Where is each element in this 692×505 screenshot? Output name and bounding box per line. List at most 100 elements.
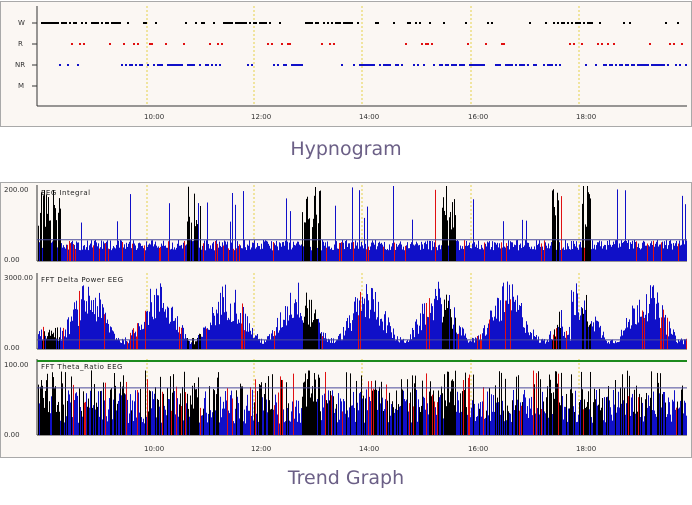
- trend-bar: [486, 246, 487, 261]
- trend-bar: [368, 381, 369, 435]
- trend-bar: [635, 413, 636, 435]
- trend-bar: [646, 392, 647, 435]
- trend-bar: [297, 421, 298, 435]
- trend-bar: [479, 408, 480, 435]
- hypno-epoch-mark: [401, 64, 403, 66]
- trend-bar: [459, 412, 460, 435]
- trend-bar: [673, 243, 674, 261]
- trend-bar: [604, 337, 605, 349]
- trend-bar: [492, 241, 493, 261]
- trend-bar: [152, 391, 153, 435]
- trend-bar: [418, 399, 419, 435]
- trend-bar: [578, 312, 579, 349]
- trend-bar: [518, 375, 519, 435]
- trend-bar: [179, 245, 180, 261]
- trend-bar: [199, 422, 200, 435]
- hypno-epoch-mark: [165, 43, 167, 45]
- trend-bar: [463, 328, 464, 349]
- trend-bar: [437, 250, 438, 261]
- trend-bar: [532, 415, 533, 435]
- trend-bar: [275, 394, 276, 435]
- trend-bar: [367, 410, 368, 435]
- hypno-epoch-mark: [607, 43, 609, 45]
- trend-bar: [63, 245, 64, 261]
- trend-bar: [179, 326, 180, 349]
- hypno-epoch-mark: [499, 64, 501, 66]
- hypno-epoch-mark: [221, 43, 223, 45]
- trend-bar: [310, 397, 311, 435]
- trend-bar: [60, 208, 61, 261]
- trend-bar: [488, 415, 489, 435]
- trend-bar: [102, 248, 103, 261]
- trend-bar: [62, 247, 63, 261]
- trend-bar: [455, 215, 456, 261]
- trend-bar: [524, 389, 525, 435]
- trend-bar: [334, 343, 335, 349]
- trend-bar: [259, 338, 260, 349]
- trend3-title: FFT Theta_Ratio EEG: [41, 363, 123, 371]
- trend-bar: [48, 197, 49, 261]
- trend-graph-caption: Trend Graph: [287, 467, 405, 489]
- trend-bar: [648, 395, 649, 435]
- trend-bar: [583, 313, 584, 349]
- trend-bar: [429, 240, 430, 261]
- trend-bar: [313, 320, 314, 349]
- trend-bar: [641, 316, 642, 349]
- trend-bar: [40, 386, 41, 435]
- trend-bar: [100, 247, 101, 261]
- hypnogram-panel: W R NR M 10:00 12:00 14:00 16:00 18:00: [0, 1, 692, 127]
- trend-bar: [636, 241, 637, 261]
- trend-bar: [654, 297, 655, 349]
- trend-bar: [239, 244, 240, 261]
- trend-bar: [524, 327, 525, 349]
- trend-bar: [42, 247, 43, 261]
- trend-bar: [219, 422, 220, 435]
- hypno-epoch-mark: [277, 64, 279, 66]
- trend-bar: [321, 420, 322, 435]
- trend-bar: [154, 393, 155, 435]
- trend-bar: [485, 417, 486, 435]
- trend-bar: [363, 303, 364, 349]
- trend-bar: [57, 247, 58, 261]
- trend-bar: [412, 219, 413, 261]
- trend-bar: [269, 334, 270, 349]
- trend-bar: [111, 327, 112, 349]
- trend-bar: [466, 240, 467, 261]
- trend-bar: [561, 196, 562, 261]
- hypno-epoch-mark: [215, 64, 217, 66]
- trend-bar: [170, 321, 171, 349]
- trend-bar: [159, 311, 160, 349]
- trend-bar: [491, 247, 492, 261]
- trend-bar: [635, 241, 636, 261]
- hypno-epoch-mark: [455, 64, 457, 66]
- trend-bar: [182, 386, 183, 435]
- trend-bar: [630, 242, 631, 261]
- trend-bar: [212, 412, 213, 435]
- hypno-epoch-mark: [143, 22, 145, 24]
- trend-bar: [286, 382, 287, 435]
- trend-bar: [391, 404, 392, 435]
- trend-bar: [377, 246, 378, 261]
- trend-bar: [198, 334, 199, 349]
- hypno-epoch-mark: [133, 43, 135, 45]
- trend-bar: [341, 242, 342, 261]
- trend-bar: [252, 389, 253, 435]
- trend-bar: [125, 394, 126, 435]
- trend-bar: [535, 249, 536, 261]
- trend-bar: [398, 245, 399, 261]
- hypno-epoch-mark: [579, 22, 581, 24]
- trend-bar: [450, 211, 451, 261]
- trend-bar: [650, 285, 651, 349]
- trend-bar: [137, 248, 138, 261]
- trend-bar: [629, 319, 630, 349]
- trend-bar: [359, 300, 360, 349]
- trend-bar: [670, 328, 671, 349]
- trend-bar: [107, 421, 108, 435]
- trend-bar: [217, 243, 218, 261]
- hypno-epoch-mark: [351, 22, 353, 24]
- trend-bar: [220, 245, 221, 261]
- trend-bar: [288, 320, 289, 349]
- trend-bar: [41, 329, 42, 349]
- trend-bar: [469, 374, 470, 435]
- trend-bar: [508, 411, 509, 435]
